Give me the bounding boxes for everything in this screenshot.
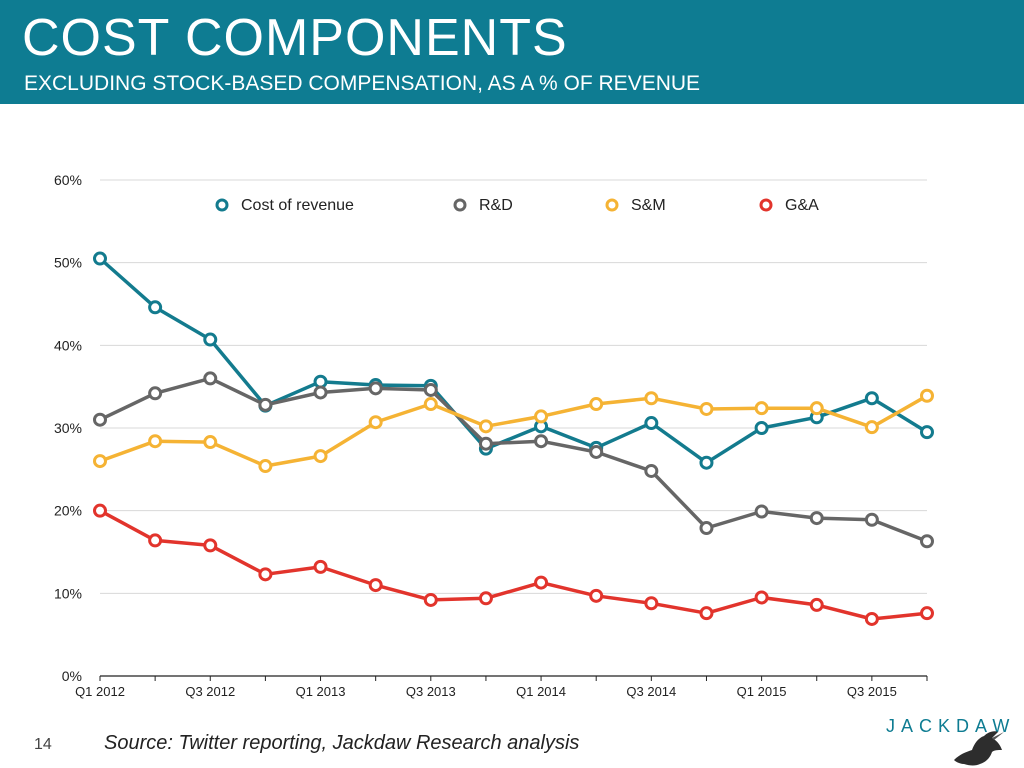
title-bar: COST COMPONENTS EXCLUDING STOCK-BASED CO…: [0, 0, 1024, 104]
data-point: [920, 388, 934, 403]
data-point: [809, 511, 824, 526]
data-point: [644, 463, 659, 478]
series-line: [99, 509, 928, 621]
data-point: [754, 504, 769, 519]
data-point: [478, 436, 493, 451]
x-tick-label: Q1 2015: [737, 684, 787, 699]
data-point: [809, 401, 824, 416]
slide-subtitle: EXCLUDING STOCK-BASED COMPENSATION, AS A…: [24, 72, 701, 95]
legend-marker: [215, 198, 229, 212]
data-point: [920, 534, 934, 549]
data-point: [864, 420, 879, 435]
data-point: [203, 332, 218, 347]
data-point: [920, 425, 934, 440]
x-tick-label: Q3 2012: [185, 684, 235, 699]
y-tick-label: 60%: [54, 172, 82, 188]
data-point: [478, 591, 493, 606]
y-tick-label: 10%: [54, 585, 82, 601]
data-point: [864, 611, 879, 626]
data-point: [699, 606, 714, 621]
data-point: [534, 409, 549, 424]
series-line: [99, 376, 928, 543]
x-tick-label: Q1 2013: [296, 684, 346, 699]
data-point: [258, 459, 273, 474]
data-point: [423, 397, 438, 412]
data-point: [589, 397, 604, 412]
data-point: [589, 588, 604, 603]
y-tick-label: 20%: [54, 503, 82, 519]
data-point: [754, 590, 769, 605]
legend-marker: [759, 198, 773, 212]
brand-logo: JACKDAW: [886, 712, 1016, 766]
data-point: [920, 606, 934, 621]
slide-number: 14: [34, 736, 52, 753]
data-point: [754, 421, 769, 435]
data-point: [534, 434, 549, 449]
jackdaw-bird-icon: [954, 731, 1004, 766]
data-point: [864, 512, 879, 527]
data-point: [478, 419, 493, 434]
data-point: [203, 538, 218, 553]
data-point: [93, 251, 107, 266]
data-point: [644, 596, 659, 611]
series-line: [98, 257, 928, 465]
series-line: [99, 394, 928, 468]
data-point: [148, 434, 163, 449]
data-point: [699, 401, 714, 416]
data-point: [754, 401, 769, 416]
data-point: [589, 444, 604, 459]
x-tick-label: Q3 2013: [406, 684, 456, 699]
data-point: [864, 391, 879, 406]
x-tick-label: Q1 2014: [516, 684, 566, 699]
y-tick-label: 30%: [54, 420, 82, 436]
x-tick-label: Q3 2015: [847, 684, 897, 699]
legend-marker: [605, 198, 619, 212]
legend-label: Cost of revenue: [241, 197, 354, 214]
source-note: Source: Twitter reporting, Jackdaw Resea…: [104, 732, 580, 754]
data-point: [644, 416, 659, 431]
data-point: [644, 391, 659, 406]
data-point: [258, 397, 273, 412]
legend-label: G&A: [785, 197, 819, 214]
slide-title: COST COMPONENTS: [22, 9, 568, 67]
data-point: [93, 412, 107, 427]
x-tick-label: Q1 2012: [75, 684, 125, 699]
data-point: [809, 597, 824, 612]
legend-label: S&M: [631, 197, 666, 214]
data-point: [699, 521, 714, 536]
data-point: [148, 533, 163, 548]
data-point: [368, 578, 383, 593]
legend-label: R&D: [479, 197, 513, 214]
legend-marker: [453, 198, 467, 212]
data-point: [423, 382, 438, 397]
y-tick-label: 0%: [62, 668, 82, 684]
data-point: [423, 592, 438, 607]
data-point: [93, 454, 107, 469]
x-tick-label: Q3 2014: [626, 684, 676, 699]
data-point: [148, 386, 163, 401]
data-point: [368, 415, 383, 430]
data-point: [368, 381, 383, 396]
data-point: [313, 449, 328, 464]
data-point: [313, 385, 328, 400]
data-point: [258, 567, 273, 582]
data-point: [148, 300, 163, 315]
brand-name: JACKDAW: [886, 716, 1016, 736]
data-point: [534, 575, 549, 590]
data-point: [699, 455, 714, 470]
data-point: [203, 435, 218, 450]
data-point: [93, 503, 107, 518]
y-tick-label: 40%: [54, 337, 82, 353]
data-point: [313, 559, 328, 574]
y-tick-label: 50%: [54, 255, 82, 271]
data-point: [203, 371, 218, 386]
